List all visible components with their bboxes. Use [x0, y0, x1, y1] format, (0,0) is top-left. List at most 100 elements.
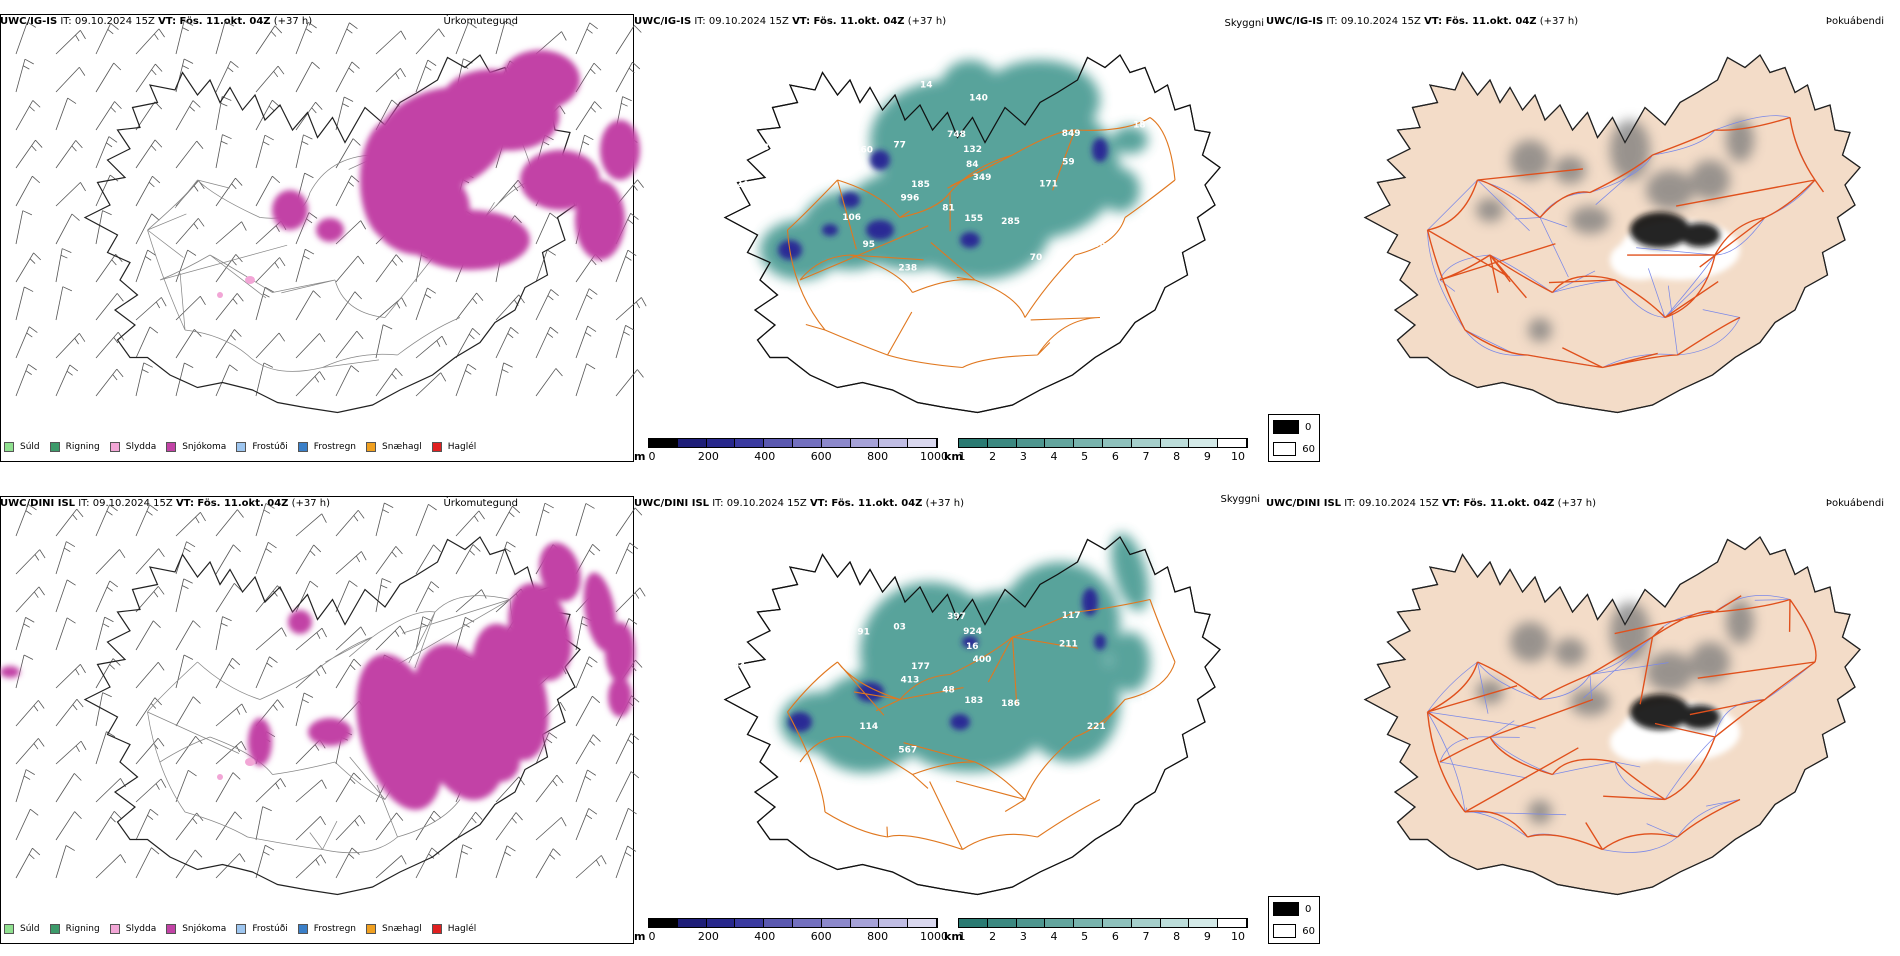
colorbar-cell: [850, 439, 880, 447]
row1-fog-header: UWC/IG-IS IT: 09.10.2024 15Z VT: Fös. 11…: [1266, 14, 1900, 30]
colorbar-cell: [959, 439, 988, 447]
colorbar-cell: [677, 919, 707, 927]
colorbar-tick: 6: [1111, 930, 1119, 943]
colorbar-cell: [1016, 919, 1046, 927]
colorbar-tick: 9: [1203, 930, 1211, 943]
init-time: IT: 09.10.2024 15Z: [78, 498, 173, 509]
colorbar-cell: [1045, 439, 1075, 447]
fog-label: 0: [1305, 903, 1312, 915]
lead-time: (+37 h): [1539, 16, 1579, 27]
valid-time: VT: Fös. 11.okt. 04Z: [158, 16, 271, 27]
colorbar-tick: 4: [1050, 930, 1058, 943]
legend-item: Frostúði: [236, 922, 288, 936]
colorbar-tick: 800: [867, 450, 889, 463]
colorbar-cell: [677, 439, 707, 447]
colorbar-cell: [1131, 919, 1161, 927]
lead-time: (+37 h): [925, 498, 965, 509]
colorbar-tick: 200: [697, 930, 719, 943]
colorbar-cell: [706, 439, 736, 447]
legend-swatch: [49, 442, 60, 452]
model-name: UWC/DINI ISL: [1266, 498, 1342, 509]
legend-item: Slydda: [109, 440, 156, 454]
legend-swatch: [366, 924, 377, 934]
colorbar-cell: [1160, 919, 1190, 927]
fog-legend: 0 60: [1268, 414, 1320, 462]
colorbar-tick: 2: [989, 450, 997, 463]
legend-label: Rigning: [65, 924, 100, 934]
colorbar-cell: [764, 439, 793, 447]
ceiling-colorbar: m 0 200 400 600 800 1000: [634, 438, 948, 472]
legend-swatch: [166, 442, 177, 452]
row2-fog-panel: UWC/DINI ISL IT: 09.10.2024 15Z VT: Fös.…: [1266, 496, 1900, 956]
panel-title-fog: Þokuábendi: [1825, 16, 1884, 27]
row2-cloud-header: UWC/DINI ISL IT: 09.10.2024 15Z VT: Fös.…: [634, 494, 1266, 512]
fog-legend-row: 0: [1273, 899, 1315, 919]
fog-legend-row: 60: [1273, 921, 1315, 941]
valid-time: VT: Fös. 11.okt. 04Z: [792, 16, 905, 27]
legend-label: Haglél: [447, 442, 477, 452]
legend-item: Frostregn: [297, 440, 356, 454]
legend-item: Haglél: [431, 922, 476, 936]
legend-label: Snjókoma: [182, 924, 227, 934]
colorbar-unit: m: [634, 450, 646, 463]
colorbar-cell: [850, 919, 880, 927]
colorbar-cell: [987, 439, 1017, 447]
colorbar-unit: m: [634, 930, 646, 943]
valid-time: VT: Fös. 11.okt. 04Z: [175, 498, 289, 509]
colorbar-tick: 5: [1081, 930, 1089, 943]
colorbar-cell: [879, 439, 909, 447]
init-time: IT: 09.10.2024 15Z: [694, 16, 789, 27]
colorbar-tick: 800: [867, 930, 889, 943]
legend-item: Súld: [4, 440, 40, 454]
legend-item: Snæhagl: [366, 922, 422, 936]
panel-title-precip: Úrkomutegund: [443, 16, 518, 27]
colorbar-cell: [1016, 439, 1046, 447]
fog-swatch: [1273, 924, 1297, 938]
row1-precip-header: UWC/IG-IS IT: 09.10.2024 15Z VT: Fös. 11…: [0, 14, 520, 30]
colorbar-cell: [1102, 439, 1132, 447]
legend-swatch: [431, 924, 442, 934]
legend-swatch: [109, 442, 120, 452]
colorbar-unit: km: [944, 450, 963, 463]
legend-label: Snæhagl: [382, 442, 422, 452]
colorbar-tick: 8: [1173, 930, 1181, 943]
colorbar-cell: [735, 439, 765, 447]
lead-time: (+37 h): [273, 16, 313, 27]
colorbar-tick: 10: [1231, 930, 1245, 943]
fog-legend: 0 60: [1268, 896, 1320, 944]
model-name: UWC/IG-IS: [1266, 16, 1324, 27]
row2-precip-frame: [0, 496, 634, 944]
init-time: IT: 09.10.2024 15Z: [712, 498, 807, 509]
row1-cloud-header: UWC/IG-IS IT: 09.10.2024 15Z VT: Fös. 11…: [634, 14, 1266, 30]
colorbar-cell: [1045, 919, 1075, 927]
colorbar-cell: [908, 919, 937, 927]
precip-legend: Súld Rigning Slydda Snjókoma Frostúði Frostre…: [4, 922, 486, 936]
colorbar-cell: [1074, 439, 1103, 447]
colorbar-tick: 6: [1111, 450, 1119, 463]
legend-label: Frostúði: [252, 442, 288, 452]
legend-label: Snæhagl: [382, 924, 422, 934]
legend-item: Frostregn: [297, 922, 356, 936]
panel-title-precip: Úrkomutegund: [443, 498, 518, 509]
fog-label: 60: [1302, 925, 1315, 937]
colorbar-cell: [959, 919, 988, 927]
row1-precip-panel: UWC/IG-IS IT: 09.10.2024 15Z VT: Fös. 11…: [0, 14, 520, 474]
model-name: UWC/IG-IS: [634, 16, 692, 27]
colorbar-cell: [792, 919, 822, 927]
colorbar-cell: [1160, 439, 1190, 447]
colorbar-cell: [1189, 919, 1219, 927]
colorbar-cell: [1074, 919, 1103, 927]
colorbar-tick: 7: [1142, 930, 1150, 943]
colorbar-cell: [735, 919, 765, 927]
colorbar-tick: 10: [1231, 450, 1245, 463]
colorbar-tick: 1: [958, 450, 966, 463]
row2-precip-panel: UWC/DINI ISL IT: 09.10.2024 15Z VT: Fös.…: [0, 496, 520, 956]
legend-swatch: [236, 924, 247, 934]
colorbar-cell: [1189, 439, 1219, 447]
colorbar-cell: [649, 919, 678, 927]
legend-swatch: [297, 924, 308, 934]
valid-time: VT: Fös. 11.okt. 04Z: [809, 498, 923, 509]
legend-label: Slydda: [125, 924, 157, 934]
init-time: IT: 09.10.2024 15Z: [60, 16, 155, 27]
colorbar-tick: 9: [1203, 450, 1211, 463]
